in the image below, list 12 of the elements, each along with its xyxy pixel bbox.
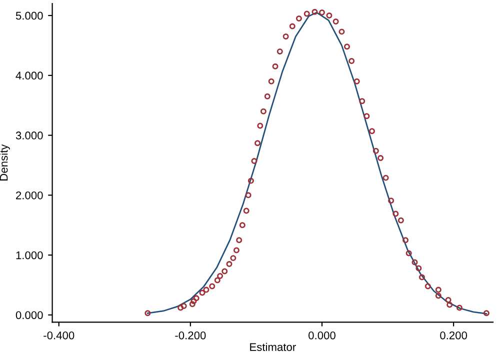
x-tick-label: -0.400	[44, 331, 74, 340]
y-axis-title: Density	[0, 144, 10, 180]
x-tick-label: -0.200	[175, 331, 206, 340]
x-tick-label: 0.000	[308, 331, 336, 340]
y-tick-label: 3.000	[16, 132, 43, 140]
y-tick-label: 4.000	[16, 72, 43, 80]
y-tick-label: 2.000	[16, 191, 43, 200]
x-axis-title: Estimator	[250, 342, 296, 352]
y-tick-label: 0.000	[16, 311, 43, 320]
y-tick-label: 1.000	[16, 251, 43, 260]
y-tick-label: 5.000	[16, 12, 43, 20]
x-tick-label: 0.200	[440, 331, 468, 340]
